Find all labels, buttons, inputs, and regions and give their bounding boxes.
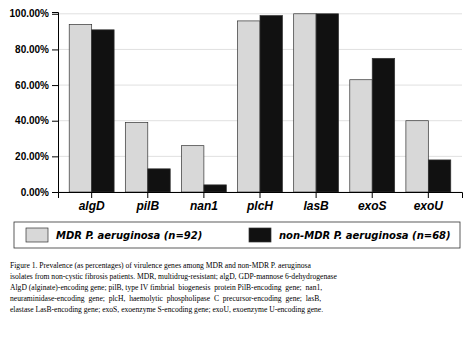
bar — [294, 14, 316, 192]
x-tick-label: pilB — [135, 199, 159, 213]
caption-line: elastase LasB-encoding gene; exoS, exoen… — [10, 305, 323, 314]
x-tick: exoU — [414, 192, 444, 213]
y-tick: 20.00% — [15, 151, 58, 162]
x-tick: pilB — [135, 192, 159, 213]
bar — [428, 160, 450, 192]
y-axis-line — [52, 13, 59, 193]
y-tick-label: 100.00% — [10, 8, 50, 19]
x-tick-label: lasB — [303, 199, 329, 213]
x-tick-mark — [428, 192, 429, 198]
y-tick-label: 60.00% — [15, 80, 49, 91]
legend-box — [14, 222, 460, 248]
x-tick: exoS — [358, 192, 387, 213]
x-tick-label: algD — [79, 199, 105, 213]
bar — [372, 58, 394, 192]
y-tick-mark — [52, 49, 58, 50]
legend-label: MDR P. aeruginosa (n=92) — [56, 230, 202, 241]
grid — [58, 14, 462, 192]
bar — [92, 30, 114, 192]
caption-line: isolates from non-cystic fibrosis patien… — [10, 272, 338, 281]
grid-line — [58, 13, 462, 14]
y-tick-mark — [52, 192, 58, 193]
x-axis: algD pilB nan1 plcH lasB exoS exoU — [59, 192, 463, 213]
bar — [204, 185, 226, 192]
bar-series — [69, 14, 428, 192]
y-tick: 0.00% — [21, 187, 58, 198]
x-tick-label: plcH — [246, 199, 273, 213]
x-tick-mark — [203, 192, 204, 198]
x-tick-mark — [147, 192, 148, 198]
bar — [260, 16, 282, 192]
y-tick: 80.00% — [15, 44, 58, 55]
x-tick-mark — [260, 192, 261, 198]
legend-swatch — [249, 228, 271, 242]
plot: 0.00% 20.00% 40.00% 60.00% 80.00% 100.00% algD… — [10, 8, 463, 212]
y-tick-mark — [52, 85, 58, 86]
y-tick-label: 0.00% — [21, 187, 49, 198]
bar — [406, 121, 428, 192]
legend: MDR P. aeruginosa (n=92) non-MDR P. aerug… — [14, 222, 460, 248]
bar — [125, 122, 147, 192]
caption: Figure 1. Prevalence (as percentages) of… — [10, 261, 338, 314]
legend-swatch — [26, 228, 48, 242]
x-tick: nan1 — [190, 192, 218, 213]
x-tick-mark — [91, 192, 92, 198]
caption-line: AlgD (alginate)-encoding gene; pilB, typ… — [10, 283, 322, 292]
bar-series — [92, 14, 451, 192]
y-tick-mark — [52, 156, 58, 157]
bar — [316, 14, 338, 192]
y-tick-label: 20.00% — [15, 151, 49, 162]
caption-line: neuraminidase-encoding gene; plcH, haemo… — [10, 294, 321, 303]
chart: 0.00% 20.00% 40.00% 60.00% 80.00% 100.00% algD… — [0, 0, 474, 359]
x-tick-label: exoS — [358, 199, 387, 213]
bar — [350, 80, 372, 192]
bar — [181, 146, 203, 192]
y-tick: 40.00% — [15, 115, 58, 126]
bar — [69, 24, 91, 192]
bar — [148, 169, 170, 192]
y-tick-label: 40.00% — [15, 115, 49, 126]
x-tick: lasB — [303, 192, 329, 213]
y-tick: 100.00% — [10, 8, 58, 19]
x-tick-label: exoU — [414, 199, 444, 213]
x-tick-mark — [316, 192, 317, 198]
y-tick: 60.00% — [15, 80, 58, 91]
bar — [238, 21, 260, 192]
y-tick-mark — [52, 121, 58, 122]
legend-label: non-MDR P. aeruginosa (n=68) — [279, 230, 451, 241]
y-tick-mark — [52, 14, 58, 15]
y-tick-label: 80.00% — [15, 44, 49, 55]
x-tick-label: nan1 — [190, 199, 218, 213]
x-tick-mark — [372, 192, 373, 198]
bars — [69, 14, 451, 192]
caption-line: Figure 1. Prevalence (as percentages) of… — [10, 261, 312, 270]
x-tick: algD — [79, 192, 105, 213]
y-axis: 0.00% 20.00% 40.00% 60.00% 80.00% 100.00% — [10, 8, 59, 197]
x-axis-line — [59, 193, 463, 199]
x-tick: plcH — [246, 192, 273, 213]
